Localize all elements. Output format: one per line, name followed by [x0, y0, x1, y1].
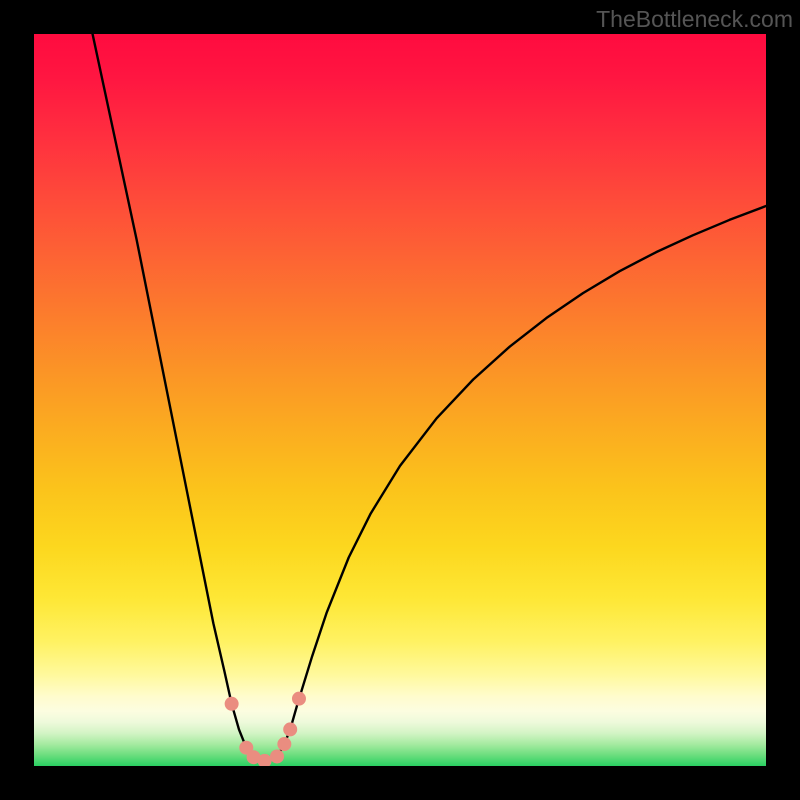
data-marker: [292, 692, 305, 705]
plot-area: [34, 34, 766, 766]
data-marker: [271, 750, 284, 763]
chart-svg: [34, 34, 766, 766]
gradient-background: [34, 34, 766, 766]
watermark-text: TheBottleneck.com: [596, 6, 793, 33]
data-marker: [284, 723, 297, 736]
data-marker: [225, 697, 238, 710]
data-marker: [278, 738, 291, 751]
data-marker: [258, 754, 271, 766]
